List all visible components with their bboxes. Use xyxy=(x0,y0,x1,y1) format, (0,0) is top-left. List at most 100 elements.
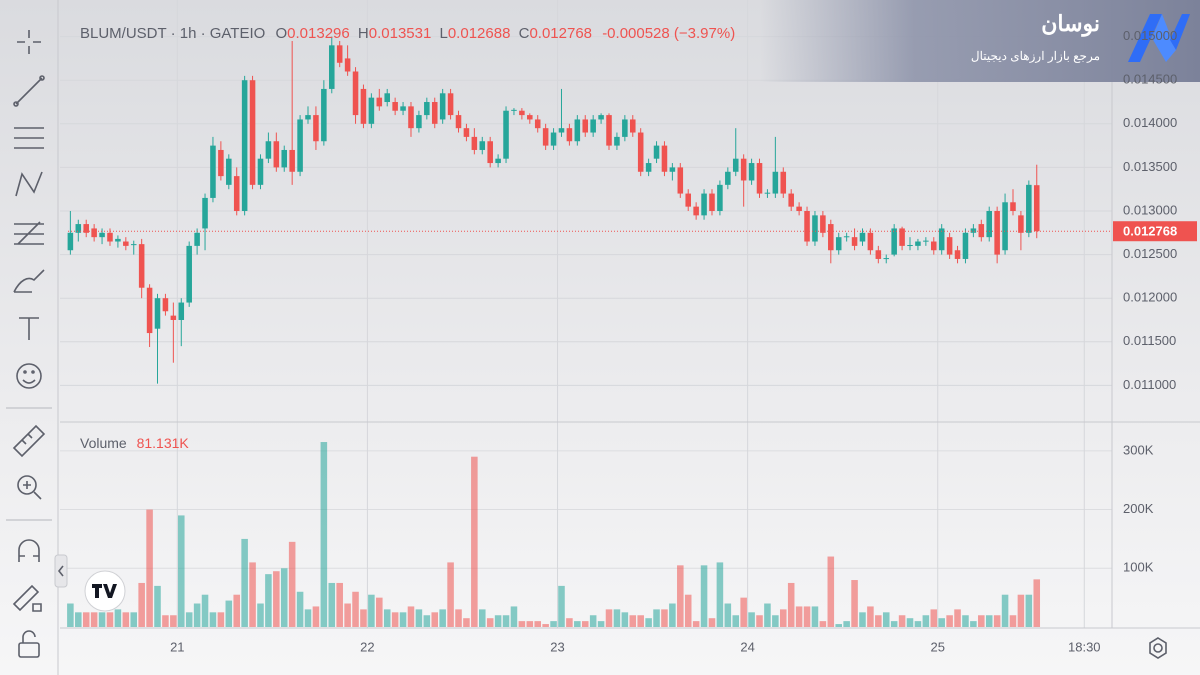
volume-bar xyxy=(344,603,351,627)
candle-body xyxy=(384,93,390,103)
ruler-tool[interactable] xyxy=(12,424,46,458)
candle-body xyxy=(154,298,161,329)
x-tick-label: 25 xyxy=(931,639,945,654)
settings-button[interactable] xyxy=(1149,637,1167,659)
candle-body xyxy=(685,193,691,207)
volume-bar xyxy=(629,615,637,627)
y-tick-label: 0.011500 xyxy=(1123,333,1176,348)
emoji-tool[interactable] xyxy=(16,363,42,389)
volume-bar xyxy=(835,624,842,627)
candle-body xyxy=(740,158,747,181)
volume-bar xyxy=(463,618,470,627)
volume-bar xyxy=(471,456,478,627)
volume-bar xyxy=(312,606,320,627)
text-tool[interactable] xyxy=(19,317,39,340)
volume-bar xyxy=(217,612,225,627)
ohlc-key: H xyxy=(358,25,369,42)
volume-bar xyxy=(479,609,486,627)
y-tick-label: 0.014500 xyxy=(1123,72,1177,87)
brand-name: نوسان xyxy=(1041,11,1100,37)
volume-legend: Volume 81.131K xyxy=(80,435,189,451)
volume-bar xyxy=(328,582,336,627)
candle-body xyxy=(946,237,953,255)
volume-bar xyxy=(225,600,233,627)
x-tick-label: 21 xyxy=(170,639,184,654)
volume-bar xyxy=(177,515,185,627)
volume-bar xyxy=(780,609,787,627)
volume-bar xyxy=(589,615,597,627)
zoom-tool[interactable] xyxy=(17,475,42,500)
last-price-box xyxy=(1113,221,1197,242)
symbol: BLUM/USDT · 1h · GATEIO xyxy=(80,25,265,42)
volume-bar xyxy=(669,603,676,627)
volume-bar xyxy=(368,594,375,627)
volume-bar xyxy=(922,615,930,627)
candle-body xyxy=(194,232,200,246)
x-tick-label: 18:30 xyxy=(1068,639,1101,654)
volume-bar xyxy=(273,571,280,627)
candle-body xyxy=(1002,202,1008,251)
candle-body xyxy=(439,93,446,120)
brand-logo xyxy=(1128,14,1190,62)
y-tick-label: 0.015000 xyxy=(1123,28,1177,43)
volume-bar xyxy=(811,606,819,627)
candle-body xyxy=(653,145,660,159)
volume-bar xyxy=(550,621,557,627)
volume-bar xyxy=(455,609,462,627)
candle-body xyxy=(376,97,383,107)
volume-bar xyxy=(360,609,367,627)
ohlc-key: L xyxy=(440,25,448,42)
brush-tool[interactable] xyxy=(13,269,45,293)
volume-bar xyxy=(193,603,201,627)
y-tick-label: 0.014000 xyxy=(1123,115,1177,130)
candle-body xyxy=(313,115,319,142)
ohlc-value: 0.012688 xyxy=(448,25,511,42)
candle-body xyxy=(725,171,731,185)
volume-bar xyxy=(280,568,288,627)
volume-bar xyxy=(431,612,439,627)
x-tick-label: 22 xyxy=(360,639,374,654)
collapse-button[interactable] xyxy=(54,554,68,588)
channel-tool[interactable] xyxy=(14,127,44,149)
volume-bar xyxy=(106,612,114,627)
volume-bar xyxy=(938,618,945,627)
candle-body xyxy=(210,145,216,198)
magnet-tool[interactable] xyxy=(18,539,40,562)
candle-body xyxy=(123,241,129,246)
volume-bar xyxy=(605,609,613,627)
candle-body xyxy=(867,232,874,251)
volume-bar xyxy=(154,585,161,627)
fib-tool[interactable] xyxy=(14,221,44,245)
volume-bar xyxy=(502,615,510,627)
candle-body xyxy=(495,158,501,164)
lock-tool[interactable] xyxy=(18,630,40,658)
volume-bar xyxy=(597,621,605,627)
y-tick-label: 0.013500 xyxy=(1123,159,1177,174)
volume-bar xyxy=(265,574,272,627)
crosshair-tool[interactable] xyxy=(17,30,41,54)
marks xyxy=(67,36,1112,627)
volume-bar xyxy=(772,615,779,627)
candle-body xyxy=(780,171,787,194)
candle-body xyxy=(915,241,921,246)
volume-bar xyxy=(439,609,446,627)
volume-bar xyxy=(122,612,130,627)
candle-body xyxy=(336,45,343,63)
candle-body xyxy=(344,58,351,72)
pattern-tool[interactable] xyxy=(15,171,43,197)
line-tool[interactable] xyxy=(13,75,45,107)
lock-draw-tool[interactable] xyxy=(12,584,42,612)
volume-bar xyxy=(962,615,969,627)
volume-bar xyxy=(407,606,415,627)
candle-body xyxy=(859,232,866,242)
volume-bar xyxy=(130,612,138,627)
grid xyxy=(60,0,1112,628)
candle-body xyxy=(416,115,422,129)
volume-bar xyxy=(859,612,866,627)
volume-bar xyxy=(98,612,106,627)
candle-body xyxy=(732,158,739,172)
volume-bar xyxy=(985,615,993,627)
volume-bar xyxy=(288,541,296,627)
